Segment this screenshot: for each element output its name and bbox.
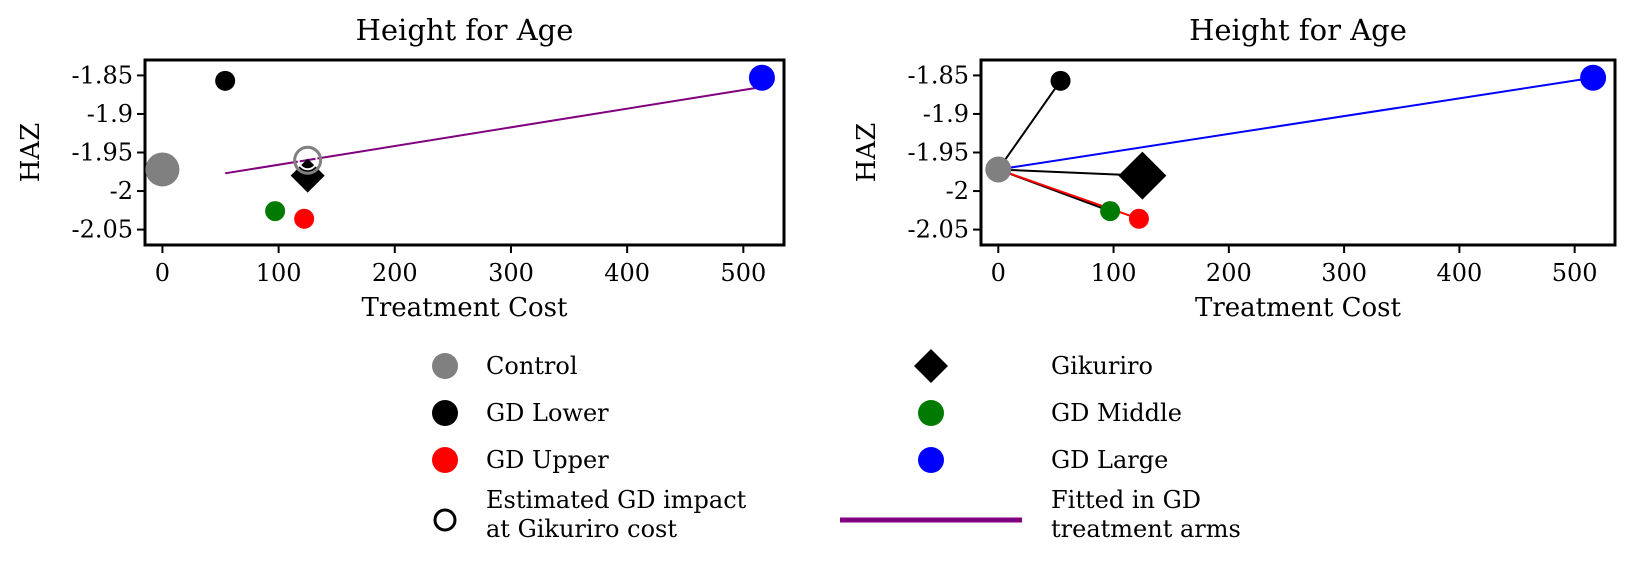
point-estimated-gd-impact-at-gikuriro-cost-ring xyxy=(293,145,323,175)
point-control xyxy=(145,152,180,187)
point-gd-upper xyxy=(1128,208,1149,229)
legend-item-gd_upper: GD Upper xyxy=(432,446,609,474)
point-gikuriro xyxy=(290,158,325,193)
legend-marker xyxy=(432,447,458,473)
x-tick-label: 0 xyxy=(155,259,170,287)
x-tick-label: 200 xyxy=(1206,259,1252,287)
x-tick-label: 400 xyxy=(1436,259,1482,287)
chart-title: Height for Age xyxy=(356,13,574,47)
plot-frame xyxy=(143,58,786,247)
legend-label: Gikuriro xyxy=(1051,352,1153,380)
y-tick-label: -1.95 xyxy=(907,139,969,167)
y-tick-label: -1.85 xyxy=(71,61,133,89)
y-tick-label: -1.9 xyxy=(87,100,133,128)
x-tick-label: 200 xyxy=(372,259,418,287)
legend-marker xyxy=(432,353,458,379)
y-tick-label: -2.05 xyxy=(71,216,133,244)
legend-label-line: treatment arms xyxy=(1051,515,1241,543)
point-estimated-gd-impact-at-gikuriro-cost-inner xyxy=(297,150,318,171)
chart-panel-1: Height for Age Treatment Cost HAZ 0 100 200 30… xyxy=(16,13,786,323)
legend-item-gd_middle: GD Middle xyxy=(918,399,1182,427)
x-tick-label: 100 xyxy=(1091,259,1137,287)
y-tick-label: -2.05 xyxy=(907,216,969,244)
point-control xyxy=(985,156,1012,183)
legend-label: Control xyxy=(486,352,578,380)
legend-marker xyxy=(432,400,458,426)
legend-label-line: Estimated GD impact xyxy=(486,486,747,514)
point-gd-large xyxy=(748,64,775,91)
y-axis-label: HAZ xyxy=(16,123,46,183)
y-axis-label: HAZ xyxy=(852,123,882,183)
legend: Control Gikuriro GD Lower GD Middle GD Upper… xyxy=(432,349,1241,543)
series-line-control-to-gikuriro xyxy=(998,168,1143,177)
point-gikuriro xyxy=(1118,151,1167,200)
legend-marker xyxy=(433,508,457,532)
legend-label: GD Upper xyxy=(486,446,609,474)
x-tick-label: 500 xyxy=(1552,259,1598,287)
legend-label-line: Fitted in GD xyxy=(1051,486,1201,514)
legend-label: GD Lower xyxy=(486,399,609,427)
y-tick-label: -2 xyxy=(110,177,133,205)
legend-marker xyxy=(918,447,944,473)
x-tick-label: 500 xyxy=(720,259,766,287)
point-gd-middle xyxy=(265,201,286,222)
point-gd-upper xyxy=(294,208,315,229)
point-gd-lower xyxy=(215,70,236,91)
legend-label: GD Large xyxy=(1051,446,1168,474)
point-gd-lower xyxy=(1050,70,1071,91)
series-line-fitted-in-gd-treatment-arms xyxy=(225,85,763,175)
chart-panel-2: Height for Age Treatment Cost HAZ 0 100 200 30… xyxy=(852,13,1617,323)
series-line-control-to-gd-large xyxy=(998,76,1594,171)
y-tick-label: -1.95 xyxy=(71,139,133,167)
x-tick-label: 100 xyxy=(256,259,302,287)
x-tick-label: 0 xyxy=(991,259,1006,287)
x-tick-label: 400 xyxy=(604,259,650,287)
plot-frame xyxy=(979,58,1617,247)
x-tick-label: 300 xyxy=(488,259,534,287)
legend-label-line: at Gikuriro cost xyxy=(486,515,677,543)
y-tick-label: -2 xyxy=(946,177,969,205)
point-gd-large xyxy=(1580,64,1607,91)
chart-title: Height for Age xyxy=(1189,13,1407,47)
legend-label: GD Middle xyxy=(1051,399,1182,427)
x-axis-label: Treatment Cost xyxy=(362,293,568,323)
y-tick-label: -1.9 xyxy=(923,100,969,128)
legend-marker xyxy=(918,400,944,426)
legend-item-gd_lower: GD Lower xyxy=(432,399,609,427)
x-axis-label: Treatment Cost xyxy=(1195,293,1401,323)
legend-item-gd_large: GD Large xyxy=(918,446,1168,474)
legend-marker xyxy=(914,349,948,383)
legend-item-control: Control xyxy=(432,352,578,380)
legend-item-gikuriro: Gikuriro xyxy=(914,349,1153,383)
y-tick-label: -1.85 xyxy=(907,61,969,89)
point-gd-middle xyxy=(1100,201,1121,222)
series-line-control-to-gd-lower xyxy=(997,80,1062,171)
x-tick-label: 300 xyxy=(1321,259,1367,287)
